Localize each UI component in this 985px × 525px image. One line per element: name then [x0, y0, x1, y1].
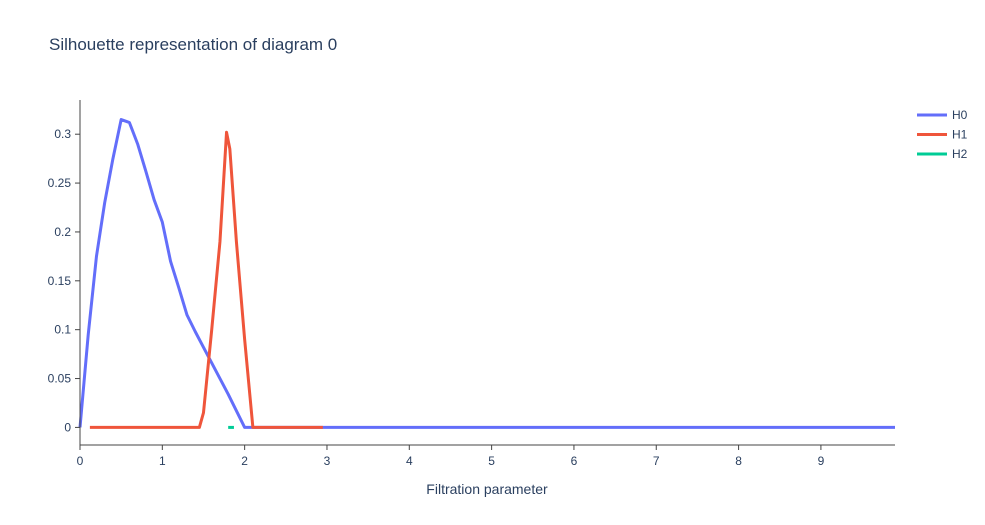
legend-item-h2[interactable]: H2 — [917, 147, 968, 161]
x-tick-label: 1 — [159, 454, 166, 468]
y-tick-label: 0.15 — [48, 274, 72, 288]
legend-label: H2 — [952, 147, 968, 161]
x-tick-label: 2 — [241, 454, 248, 468]
legend[interactable]: H0 H1 H2 — [917, 108, 968, 161]
x-tick-label: 6 — [571, 454, 578, 468]
y-tick-label: 0.2 — [54, 225, 71, 239]
legend-item-h1[interactable]: H1 — [917, 128, 968, 142]
plot-area — [78, 118, 895, 429]
x-tick-label: 7 — [653, 454, 660, 468]
x-tick-label: 5 — [488, 454, 495, 468]
legend-label: H0 — [952, 108, 968, 122]
x-tick-label: 8 — [735, 454, 742, 468]
y-tick-group: 0 0.05 0.1 0.15 0.2 0.25 0.3 — [48, 127, 80, 434]
y-tick-label: 0.25 — [48, 176, 72, 190]
chart-title: Silhouette representation of diagram 0 — [49, 35, 337, 54]
y-tick-label: 0.3 — [54, 127, 71, 141]
x-axis-label: Filtration parameter — [426, 481, 548, 497]
x-tick-label: 3 — [324, 454, 331, 468]
y-tick-label: 0 — [64, 420, 71, 434]
series-line-h0[interactable] — [78, 118, 895, 429]
series-line-h1[interactable] — [89, 130, 323, 429]
legend-label: H1 — [952, 128, 968, 142]
y-tick-label: 0.05 — [48, 372, 72, 386]
legend-item-h0[interactable]: H0 — [917, 108, 968, 122]
x-tick-label: 0 — [77, 454, 84, 468]
x-tick-group: 0 1 2 3 4 5 6 7 8 9 — [77, 445, 825, 468]
y-tick-label: 0.1 — [54, 323, 71, 337]
x-tick-label: 4 — [406, 454, 413, 468]
x-tick-label: 9 — [818, 454, 825, 468]
axes — [79, 100, 895, 446]
